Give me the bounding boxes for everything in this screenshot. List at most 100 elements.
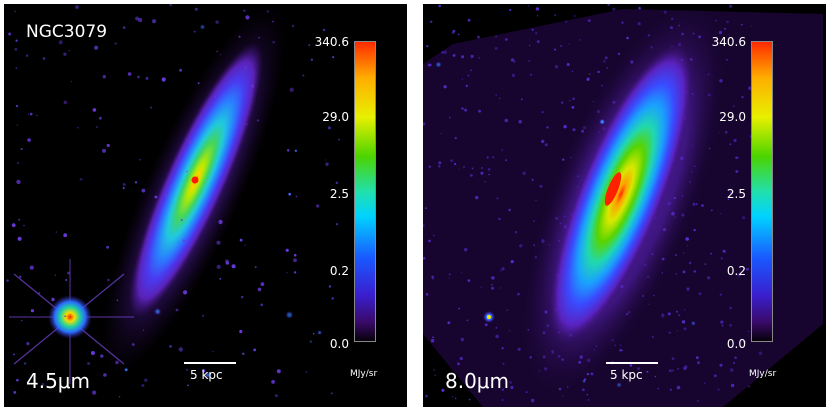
- point-source: [597, 70, 600, 74]
- scale-bar: [184, 362, 236, 364]
- point-source: [257, 287, 262, 292]
- point-source: [504, 118, 509, 123]
- point-source: [452, 29, 456, 33]
- point-source: [676, 310, 678, 313]
- point-source: [443, 50, 447, 54]
- point-source: [452, 54, 456, 57]
- point-source: [454, 162, 457, 166]
- point-source: [127, 72, 132, 76]
- point-source: [720, 320, 724, 324]
- point-source: [467, 18, 471, 22]
- point-source: [729, 323, 732, 327]
- point-source: [240, 295, 244, 299]
- point-source: [63, 52, 67, 56]
- point-source: [466, 319, 469, 322]
- point-source: [116, 299, 119, 302]
- point-source: [746, 267, 750, 271]
- point-source: [178, 347, 183, 352]
- point-source: [475, 195, 479, 200]
- point-source: [501, 267, 505, 271]
- point-source: [617, 52, 621, 56]
- point-source: [704, 382, 706, 384]
- point-source: [554, 14, 557, 17]
- point-source: [423, 224, 425, 228]
- point-source: [704, 263, 707, 265]
- point-source: [429, 63, 432, 67]
- point-source: [461, 55, 465, 59]
- point-source: [693, 228, 696, 232]
- point-source: [518, 120, 522, 124]
- point-source: [29, 265, 34, 270]
- point-source: [675, 273, 677, 275]
- point-source: [561, 101, 564, 104]
- point-source: [231, 264, 236, 269]
- point-source: [733, 138, 737, 143]
- point-source: [500, 287, 502, 289]
- point-source: [423, 122, 426, 126]
- point-source: [544, 143, 548, 147]
- point-source: [535, 7, 540, 11]
- point-source: [748, 370, 751, 372]
- point-source: [461, 107, 464, 110]
- point-source: [726, 59, 728, 61]
- point-source: [571, 70, 574, 73]
- point-source: [244, 244, 246, 246]
- point-source: [141, 384, 145, 387]
- point-source: [579, 39, 582, 41]
- point-source: [698, 292, 702, 296]
- point-source: [720, 257, 723, 260]
- colorbar-tick: 0.2: [726, 264, 746, 278]
- point-source: [606, 67, 609, 69]
- point-source: [467, 74, 470, 77]
- point-source: [134, 181, 138, 184]
- point-source: [23, 224, 25, 227]
- point-source: [638, 6, 641, 10]
- point-source: [238, 35, 241, 38]
- point-source: [175, 308, 179, 312]
- point-source: [335, 223, 339, 226]
- point-source: [724, 130, 728, 134]
- point-source: [161, 77, 166, 82]
- point-source: [225, 259, 229, 264]
- point-source: [218, 219, 223, 225]
- point-source: [510, 58, 515, 62]
- point-source: [426, 45, 429, 48]
- point-source: [478, 57, 481, 59]
- point-source: [16, 378, 19, 382]
- point-source: [495, 327, 498, 329]
- point-source: [669, 369, 672, 373]
- point-source: [696, 399, 699, 402]
- point-source: [291, 24, 295, 28]
- point-source: [508, 330, 511, 332]
- point-source: [684, 309, 686, 311]
- point-source: [621, 21, 624, 24]
- point-source: [726, 20, 729, 24]
- point-source: [441, 388, 445, 392]
- point-source: [484, 181, 486, 183]
- point-source: [435, 61, 442, 68]
- point-source: [522, 171, 526, 175]
- point-source: [527, 5, 530, 7]
- point-source: [586, 394, 589, 396]
- band-label: 8.0μm: [445, 369, 510, 393]
- point-source: [51, 297, 55, 302]
- point-source: [487, 168, 491, 171]
- point-source: [671, 357, 675, 360]
- point-source: [64, 315, 66, 318]
- point-source: [438, 161, 442, 165]
- point-source: [212, 350, 214, 353]
- point-source: [6, 279, 9, 282]
- point-source: [510, 386, 514, 389]
- point-source: [131, 343, 135, 346]
- point-source: [332, 56, 335, 59]
- point-source: [459, 356, 463, 361]
- point-source: [565, 20, 568, 23]
- point-source: [92, 108, 97, 112]
- point-source: [441, 51, 444, 54]
- point-source: [27, 138, 31, 142]
- point-source: [294, 149, 298, 153]
- point-source: [68, 49, 71, 52]
- point-source: [461, 78, 464, 80]
- point-source: [515, 231, 518, 234]
- point-source: [748, 385, 751, 388]
